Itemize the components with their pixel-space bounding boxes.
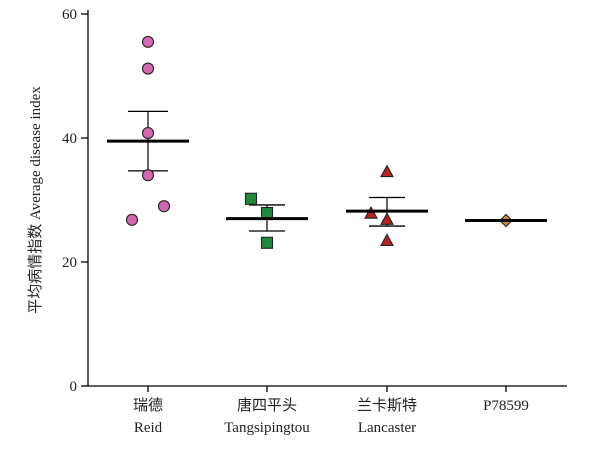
axes: 0 20 40 60 瑞德 Reid 唐四平头 Tangsipingtou 兰卡斯特 Lancas… [62, 7, 567, 436]
x-category-label-en: Lancaster [358, 420, 416, 436]
x-category-label-cn: 兰卡斯特 [357, 397, 417, 414]
data-point [157, 200, 171, 213]
x-category-label-cn: 唐四平头 [237, 397, 297, 414]
x-category-label-en: Tangsipingtou [224, 420, 310, 436]
x-category-label-cn: 瑞德 [133, 396, 163, 414]
data-point [380, 233, 394, 246]
data-point [260, 206, 274, 220]
data-marks [107, 35, 547, 249]
y-tick-label: 60 [62, 7, 77, 23]
data-point [141, 62, 155, 75]
data-point [380, 164, 394, 178]
data-point [125, 213, 139, 226]
data-point [260, 236, 274, 249]
data-point [141, 169, 155, 182]
data-point [141, 126, 155, 140]
x-category-label-en: Reid [134, 420, 163, 436]
y-tick-label: 0 [70, 379, 78, 395]
y-axis-title: 平均病情指数 Average disease index [27, 86, 44, 314]
x-category-label-en: P78599 [483, 398, 529, 414]
data-point [244, 192, 258, 205]
y-tick-label: 20 [62, 255, 77, 271]
data-point [141, 35, 155, 48]
data-point [380, 212, 394, 225]
y-tick-label: 40 [62, 131, 77, 147]
